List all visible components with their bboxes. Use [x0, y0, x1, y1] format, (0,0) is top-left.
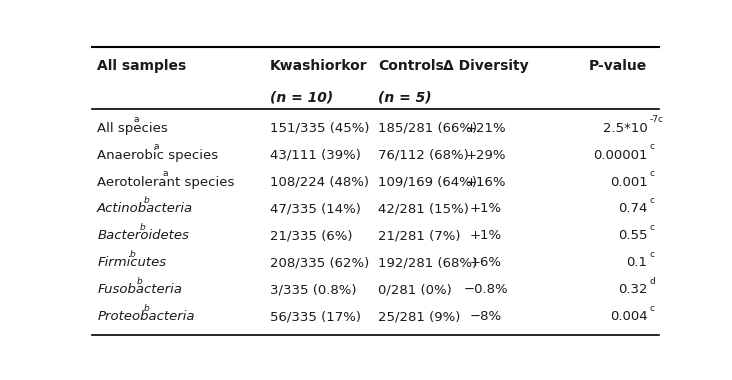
- Text: −8%: −8%: [470, 310, 502, 323]
- Text: 109/169 (64%): 109/169 (64%): [378, 176, 477, 188]
- Text: b: b: [130, 250, 136, 259]
- Text: c: c: [649, 142, 654, 151]
- Text: All samples: All samples: [97, 59, 187, 73]
- Text: 42/281 (15%): 42/281 (15%): [378, 203, 469, 215]
- Text: 108/224 (48%): 108/224 (48%): [270, 176, 369, 188]
- Text: 3/335 (0.8%): 3/335 (0.8%): [270, 283, 356, 296]
- Text: 2.5*10: 2.5*10: [602, 122, 648, 135]
- Text: Bacteroidetes: Bacteroidetes: [97, 230, 189, 242]
- Text: 192/281 (68%): 192/281 (68%): [378, 256, 477, 269]
- Text: b: b: [140, 223, 146, 232]
- Text: a: a: [133, 115, 139, 124]
- Text: c: c: [649, 223, 654, 232]
- Text: P-value: P-value: [589, 59, 648, 73]
- Text: All species: All species: [97, 122, 168, 135]
- Text: Anaerobic species: Anaerobic species: [97, 149, 218, 162]
- Text: 0.00001: 0.00001: [593, 149, 648, 162]
- Text: (n = 5): (n = 5): [378, 91, 432, 105]
- Text: b: b: [143, 196, 149, 205]
- Text: +1%: +1%: [470, 203, 502, 215]
- Text: 43/111 (39%): 43/111 (39%): [270, 149, 361, 162]
- Text: Actinobacteria: Actinobacteria: [97, 203, 193, 215]
- Text: 151/335 (45%): 151/335 (45%): [270, 122, 370, 135]
- Text: b: b: [143, 304, 149, 313]
- Text: Aerotolerant species: Aerotolerant species: [97, 176, 234, 188]
- Text: +16%: +16%: [466, 176, 506, 188]
- Text: c: c: [649, 169, 654, 178]
- Text: Proteobacteria: Proteobacteria: [97, 310, 195, 323]
- Text: +6%: +6%: [470, 256, 501, 269]
- Text: 25/281 (9%): 25/281 (9%): [378, 310, 460, 323]
- Text: 21/281 (7%): 21/281 (7%): [378, 230, 460, 242]
- Text: 0.004: 0.004: [610, 310, 648, 323]
- Text: Controls: Controls: [378, 59, 444, 73]
- Text: 0.001: 0.001: [610, 176, 648, 188]
- Text: 0/281 (0%): 0/281 (0%): [378, 283, 452, 296]
- Text: d: d: [649, 277, 655, 286]
- Text: 47/335 (14%): 47/335 (14%): [270, 203, 361, 215]
- Text: -7c: -7c: [649, 115, 663, 124]
- Text: 76/112 (68%): 76/112 (68%): [378, 149, 468, 162]
- Text: a: a: [163, 169, 168, 178]
- Text: Fusobacteria: Fusobacteria: [97, 283, 182, 296]
- Text: 56/335 (17%): 56/335 (17%): [270, 310, 361, 323]
- Text: Δ Diversity: Δ Diversity: [443, 59, 529, 73]
- Text: 21/335 (6%): 21/335 (6%): [270, 230, 353, 242]
- Text: 185/281 (66%): 185/281 (66%): [378, 122, 477, 135]
- Text: c: c: [649, 196, 654, 205]
- Text: (n = 10): (n = 10): [270, 91, 334, 105]
- Text: a: a: [153, 142, 159, 151]
- Text: c: c: [649, 304, 654, 313]
- Text: −0.8%: −0.8%: [463, 283, 508, 296]
- Text: 0.55: 0.55: [618, 230, 648, 242]
- Text: b: b: [137, 277, 142, 286]
- Text: Kwashiorkor: Kwashiorkor: [270, 59, 367, 73]
- Text: +1%: +1%: [470, 230, 502, 242]
- Text: c: c: [649, 250, 654, 259]
- Text: +21%: +21%: [466, 122, 506, 135]
- Text: 208/335 (62%): 208/335 (62%): [270, 256, 370, 269]
- Text: 0.74: 0.74: [618, 203, 648, 215]
- Text: 0.32: 0.32: [618, 283, 648, 296]
- Text: +29%: +29%: [466, 149, 506, 162]
- Text: 0.1: 0.1: [627, 256, 648, 269]
- Text: Firmicutes: Firmicutes: [97, 256, 166, 269]
